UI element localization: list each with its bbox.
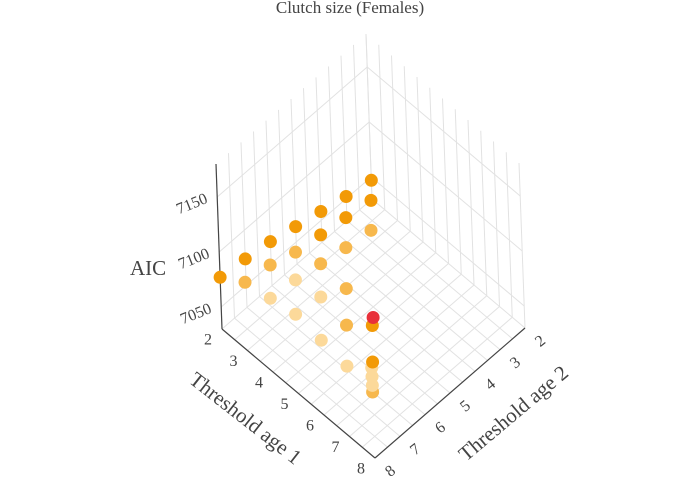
floor-grid-line: [359, 209, 513, 340]
floor-grid-line: [271, 285, 426, 416]
scatter-point[interactable]: [339, 241, 353, 255]
scatter-point[interactable]: [339, 189, 353, 203]
y-axis-title: Threshold age 2: [454, 360, 573, 465]
wall-grid-line: [442, 98, 449, 264]
wall-grid-line: [370, 176, 525, 307]
scatter-point[interactable]: [366, 355, 380, 369]
wall-grid-line: [480, 130, 488, 296]
wall-grid-line: [378, 44, 386, 210]
y-tick-label: 2: [532, 332, 549, 350]
scatter-point[interactable]: [263, 235, 277, 249]
wall-grid-line: [328, 66, 335, 232]
wall-grid-line: [353, 44, 360, 210]
floor-grid-line: [334, 231, 488, 361]
scatter-point[interactable]: [289, 307, 303, 321]
wall-grid-line: [366, 66, 521, 197]
floor-grid-line: [321, 241, 476, 372]
scatter-point[interactable]: [340, 359, 354, 373]
wall-grid-line: [518, 162, 526, 329]
wall-grid-line: [303, 88, 310, 254]
wall-grid-line: [416, 76, 424, 243]
wall-grid-line: [253, 131, 260, 297]
x-axis-line: [221, 328, 376, 459]
wall-grid-line: [493, 141, 500, 307]
scatter-point[interactable]: [339, 282, 353, 296]
floor-grid-line: [246, 306, 401, 437]
y-tick-label: 7: [407, 441, 424, 459]
z-tick-label: 7050: [178, 300, 214, 328]
wall-grid-line: [218, 121, 370, 253]
floor-grid-line: [309, 252, 463, 383]
scatter-point[interactable]: [314, 333, 328, 347]
scatter-point[interactable]: [366, 311, 380, 324]
x-tick-label: 5: [281, 396, 289, 413]
scatter-point[interactable]: [364, 173, 378, 187]
wall-grid-line: [265, 120, 273, 286]
scatter-point[interactable]: [314, 257, 328, 271]
floor-grid-line: [234, 317, 388, 448]
scatter-point[interactable]: [263, 291, 277, 305]
x-tick-label: 2: [204, 332, 212, 349]
y-tick-label: 4: [482, 376, 499, 394]
wall-grid-line: [467, 119, 475, 286]
data-points: [213, 173, 380, 399]
x-tick-label: 7: [332, 439, 340, 456]
wall-grid-line: [429, 87, 437, 253]
floor-grid-line: [346, 220, 501, 351]
scatter-point[interactable]: [314, 228, 328, 242]
scatter-point[interactable]: [289, 245, 302, 259]
scatter-point[interactable]: [339, 211, 353, 225]
scatter-point[interactable]: [364, 223, 378, 237]
y-tick-label: 6: [432, 419, 449, 437]
scatter-point[interactable]: [314, 205, 328, 219]
z-axis-line: [215, 163, 223, 330]
wall-grid-line: [216, 66, 368, 198]
scatter-point[interactable]: [213, 270, 227, 284]
wall-grid-line: [391, 55, 398, 221]
z-tick-label: 7150: [174, 190, 210, 218]
floor-grid-line: [284, 274, 438, 405]
wall-grid-line: [403, 66, 411, 232]
y-tick-label: 3: [507, 354, 524, 372]
scatter-point[interactable]: [263, 258, 277, 272]
wall-grid-line: [505, 152, 513, 318]
scatter-point[interactable]: [238, 252, 252, 266]
scatter-point[interactable]: [314, 290, 328, 304]
scatter-point[interactable]: [340, 318, 354, 332]
z-axis-title: AIC: [130, 256, 166, 280]
x-axis-title: Threshold age 1: [185, 367, 306, 469]
x-tick-label: 8: [357, 461, 365, 478]
x-tick-label: 3: [230, 353, 238, 370]
wall-grid-line: [278, 109, 285, 275]
y-tick-label: 8: [382, 462, 399, 480]
scatter-point[interactable]: [288, 273, 302, 287]
scatter-point[interactable]: [238, 275, 252, 289]
chart-title: Clutch size (Females): [276, 0, 424, 17]
wall-grid-line: [454, 109, 462, 275]
scatter-point[interactable]: [364, 193, 378, 207]
scatter-point[interactable]: [289, 220, 303, 234]
y-axis-line: [374, 327, 526, 459]
wall-grid-line: [290, 98, 298, 265]
wall-grid-line: [368, 121, 523, 252]
wall-grid-line: [228, 153, 235, 319]
y-tick-label: 5: [457, 397, 474, 415]
x-tick-label: 4: [255, 375, 263, 392]
z-tick-label: 7100: [176, 245, 212, 273]
floor-grid-line: [259, 296, 413, 426]
wall-grid-line: [365, 33, 373, 200]
x-tick-label: 6: [306, 418, 314, 435]
